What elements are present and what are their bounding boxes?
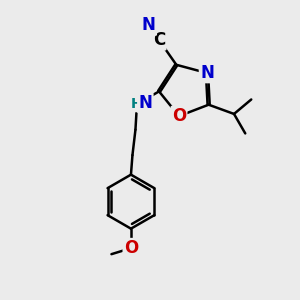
Text: H: H xyxy=(131,97,143,111)
Text: O: O xyxy=(124,239,138,257)
Text: N: N xyxy=(142,16,156,34)
Text: N: N xyxy=(200,64,214,82)
Text: C: C xyxy=(153,31,165,49)
Text: O: O xyxy=(172,107,186,125)
Text: N: N xyxy=(138,94,152,112)
